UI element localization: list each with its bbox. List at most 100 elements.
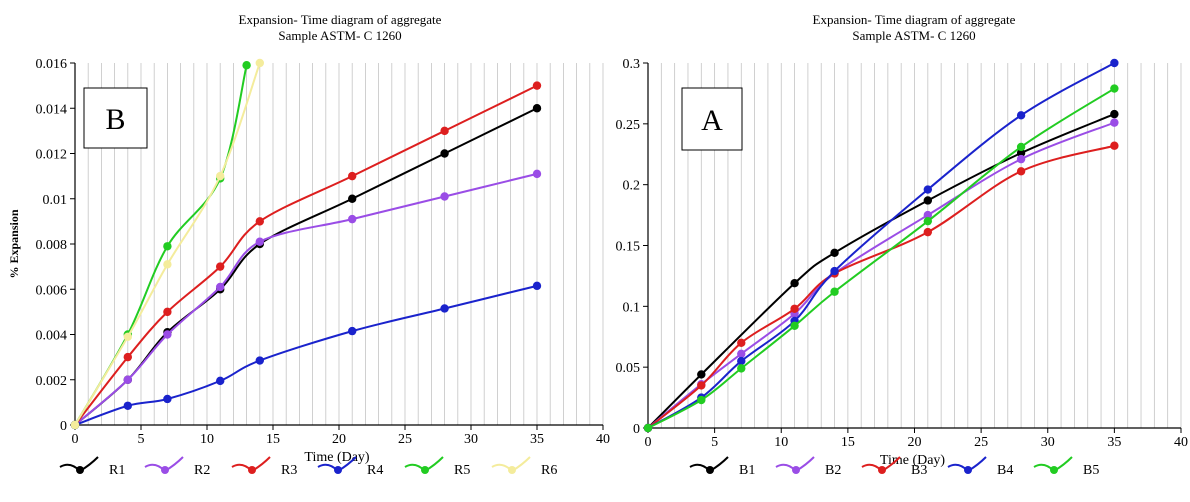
data-point-B3 — [790, 304, 799, 313]
data-point-B3 — [697, 381, 706, 390]
legend: B1 B2 B3 B4 B5 — [689, 456, 1099, 478]
x-tick-label: 5 — [138, 432, 145, 447]
x-tick-label: 30 — [464, 432, 478, 447]
data-point-R3 — [163, 307, 172, 317]
data-point-R3 — [255, 217, 264, 226]
data-point-R1 — [440, 149, 449, 158]
legend-item-B4: B4 — [947, 456, 1013, 478]
y-tick-label: 0.1 — [623, 300, 641, 315]
panel-label: B — [105, 103, 125, 136]
data-point-B4 — [1016, 111, 1026, 120]
data-point-B5 — [923, 216, 933, 226]
data-point-B3 — [1016, 167, 1026, 176]
data-point-R2 — [348, 214, 357, 224]
legend-label: B5 — [1083, 463, 1099, 478]
data-point-R6 — [216, 171, 225, 181]
data-point-R3 — [440, 126, 449, 136]
data-point-R4 — [440, 304, 449, 313]
y-axis-label: % Expansion — [7, 209, 21, 278]
y-tick-label: 0.008 — [36, 238, 68, 253]
data-point-R4 — [216, 376, 225, 386]
legend-label: B3 — [911, 463, 927, 478]
legend-item-B5: B5 — [1033, 456, 1099, 478]
legend-item-B2: B2 — [775, 456, 841, 478]
data-point-B5 — [737, 364, 746, 373]
chart-title: Expansion- Time diagram of aggregate — [813, 12, 1016, 27]
data-point-B2 — [1016, 154, 1026, 164]
legend-swatch-marker — [792, 466, 800, 474]
legend-item-R1: R1 — [59, 456, 125, 478]
x-tick-label: 15 — [841, 435, 855, 450]
legend-swatch-marker — [248, 466, 256, 474]
data-point-R2 — [532, 169, 542, 179]
data-point-R4 — [532, 281, 542, 291]
data-point-R5 — [242, 61, 251, 70]
data-point-R4 — [123, 401, 132, 410]
data-point-B5 — [1016, 142, 1026, 152]
legend-swatch-marker — [334, 466, 342, 474]
x-tick-label: 25 — [398, 432, 412, 447]
legend-label: R6 — [541, 463, 557, 478]
legend-label: R5 — [454, 463, 470, 478]
data-point-B1 — [790, 279, 799, 288]
chart-panel-right: 0 0.05 0.1 0.15 0.2 0.25 0.3 0 5 10 15 20 25 30 35 40 Ex… — [616, 12, 1189, 478]
y-tick-label: 0.014 — [36, 102, 68, 117]
data-point-B2 — [1110, 118, 1119, 127]
data-point-R2 — [255, 237, 264, 246]
x-axis-label: Time (Day) — [304, 450, 370, 465]
data-point-R1 — [532, 104, 542, 113]
data-point-B4 — [923, 185, 933, 194]
legend-label: B1 — [739, 463, 755, 478]
x-tick-label: 40 — [1174, 435, 1188, 450]
x-axis-label: Time (Day) — [880, 453, 946, 468]
legend-label: R3 — [281, 463, 297, 478]
legend-item-R2: R2 — [144, 456, 210, 478]
chart-subtitle: Sample ASTM- C 1260 — [278, 28, 401, 43]
data-point-R2 — [163, 330, 172, 339]
x-tick-label: 5 — [711, 435, 718, 450]
y-tick-label: 0.002 — [36, 374, 68, 389]
legend-swatch-marker — [964, 466, 972, 474]
legend-label: B4 — [997, 463, 1013, 478]
x-tick-label: 35 — [1107, 435, 1121, 450]
data-point-R1 — [348, 194, 357, 203]
series-line-B1 — [647, 113, 1116, 429]
data-point-R6 — [70, 420, 80, 430]
x-tick-label: 20 — [332, 432, 346, 447]
data-point-R6 — [163, 260, 172, 269]
legend-item-B1: B1 — [689, 456, 755, 478]
data-point-B1 — [923, 196, 933, 205]
x-tick-label: 30 — [1041, 435, 1055, 450]
series-line-R1 — [74, 107, 538, 426]
y-tick-label: 0.05 — [616, 361, 641, 376]
legend-item-R4: R4 — [317, 456, 383, 478]
data-point-R3 — [348, 171, 357, 181]
data-point-B2 — [923, 210, 933, 220]
data-point-B5 — [1110, 84, 1119, 93]
chart-title: Expansion- Time diagram of aggregate — [239, 12, 442, 27]
x-tick-label: 10 — [774, 435, 788, 450]
legend-label: B2 — [825, 463, 841, 478]
data-point-B4 — [737, 356, 746, 366]
legend-item-B3: B3 — [861, 456, 927, 478]
data-point-R3 — [216, 262, 225, 271]
x-tick-label: 40 — [596, 432, 610, 447]
x-tick-label: 0 — [645, 435, 652, 450]
data-point-R4 — [255, 356, 264, 365]
x-tick-label: 25 — [974, 435, 988, 450]
panel-label-box — [681, 87, 743, 151]
data-point-B3 — [1110, 141, 1119, 150]
data-point-R2 — [440, 192, 449, 201]
panel-label-box — [83, 87, 148, 149]
legend-swatch-marker — [76, 466, 84, 474]
series-line-B3 — [647, 144, 1116, 429]
series-group — [70, 58, 542, 430]
data-point-B5 — [697, 395, 706, 405]
data-point-B5 — [643, 423, 653, 433]
legend-label: R2 — [194, 463, 210, 478]
y-tick-label: 0.004 — [36, 329, 68, 344]
y-tick-label: 0.016 — [36, 57, 68, 72]
data-point-B2 — [737, 349, 746, 358]
legend-item-R5: R5 — [404, 456, 470, 478]
